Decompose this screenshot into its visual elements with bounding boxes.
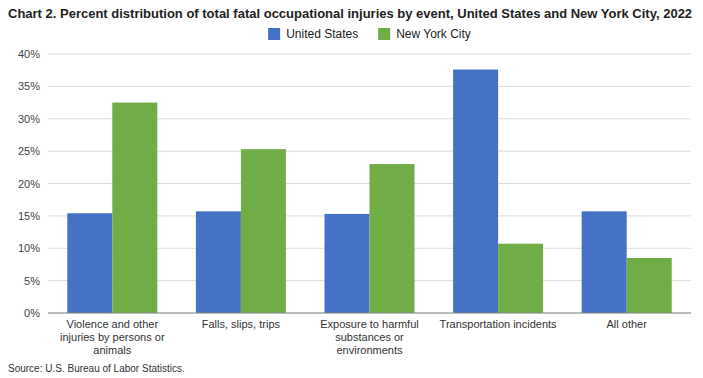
bar <box>241 149 286 313</box>
y-tick-label: 15% <box>18 210 40 222</box>
y-tick-label: 35% <box>18 80 40 92</box>
x-tick-label: Transportation incidents <box>440 318 557 330</box>
y-tick-label: 40% <box>18 48 40 60</box>
legend-label: New York City <box>396 27 471 41</box>
bar <box>627 258 672 313</box>
legend-label: United States <box>286 27 358 41</box>
x-tick-label: Exposure to harmfulsubstances orenvironm… <box>320 318 418 356</box>
y-tick-label: 0% <box>24 307 40 319</box>
bar <box>324 214 369 313</box>
legend-swatch <box>268 28 280 40</box>
bar <box>370 164 415 313</box>
y-tick-label: 10% <box>18 242 40 254</box>
bars <box>67 70 671 313</box>
bar <box>67 213 112 313</box>
legend-item: United States <box>268 27 358 41</box>
title: Chart 2. Percent distribution of total f… <box>8 6 692 21</box>
legend-item: New York City <box>378 27 471 41</box>
y-tick-label: 30% <box>18 113 40 125</box>
grid-line <box>48 86 691 87</box>
grid-line <box>48 54 691 55</box>
grid <box>48 54 691 313</box>
x-axis-line <box>48 313 691 314</box>
y-tick-label: 20% <box>18 178 40 190</box>
bar <box>196 211 241 313</box>
chart: Chart 2. Percent distribution of total f… <box>0 0 703 378</box>
chart-container: Chart 2. Percent distribution of total f… <box>0 0 703 378</box>
legend-swatch <box>378 28 390 40</box>
bar <box>498 244 543 313</box>
legend: United States New York City <box>268 27 471 41</box>
y-tick-label: 25% <box>18 145 40 157</box>
y-tick-label: 5% <box>24 275 40 287</box>
x-tick-label: All other <box>607 318 648 330</box>
bar <box>453 70 498 313</box>
bar <box>112 103 157 313</box>
x-tick-label: Falls, slips, trips <box>202 318 281 330</box>
bar <box>582 211 627 313</box>
x-tick-label: Violence and otherinjuries by persons or… <box>60 318 165 356</box>
source: Source: U.S. Bureau of Labor Statistics. <box>8 363 185 374</box>
grid-line <box>48 313 691 314</box>
